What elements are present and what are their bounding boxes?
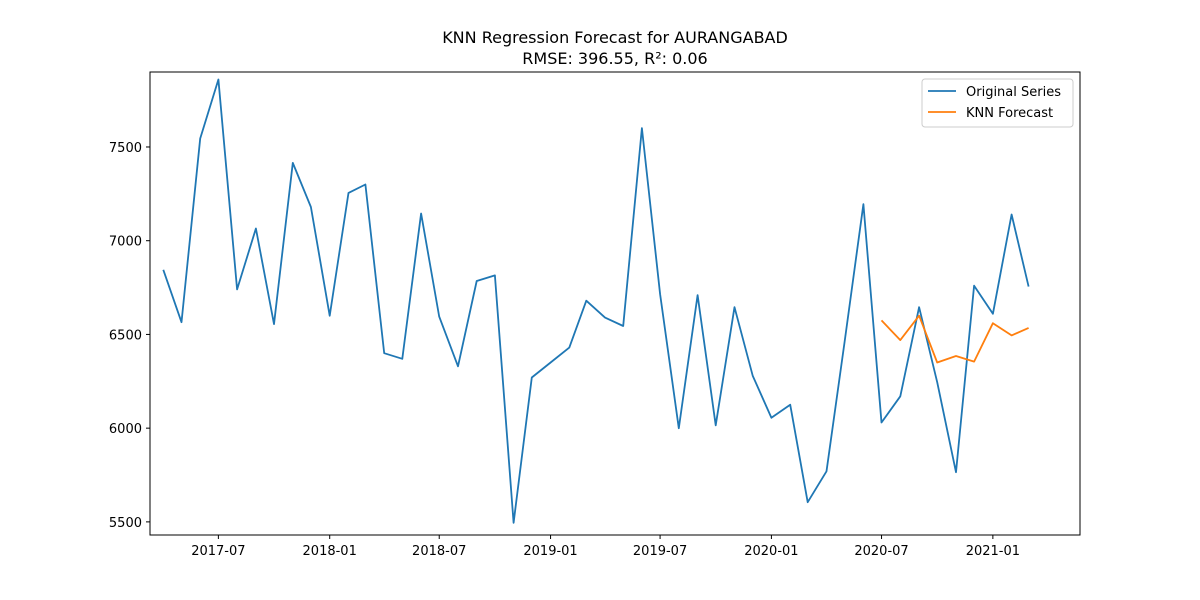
- x-axis: 2017-07 2018-01 2018-07 2019-01 2019-07 2020-…: [191, 535, 1020, 559]
- x-tick-label: 2017-07: [191, 544, 245, 559]
- x-tick-label: 2019-07: [633, 544, 687, 559]
- chart-title: KNN Regression Forecast for AURANGABAD: [442, 28, 788, 47]
- y-tick-label: 7500: [109, 141, 142, 156]
- series-line-original: [162, 78, 1030, 524]
- series-line-forecast: [880, 314, 1029, 364]
- plot-frame: [149, 71, 1081, 536]
- series-layer: [162, 78, 1030, 524]
- y-tick-label: 5500: [109, 516, 142, 531]
- x-tick-label: 2020-07: [854, 544, 908, 559]
- legend-box: [921, 78, 1074, 128]
- y-tick-label: 6500: [109, 328, 142, 343]
- x-tick-label: 2018-01: [303, 544, 357, 559]
- y-tick-label: 6000: [109, 422, 142, 437]
- x-tick-label: 2020-01: [744, 544, 798, 559]
- legend-label: Original Series: [966, 85, 1061, 100]
- y-axis: 5500 6000 6500 7000 7500: [109, 141, 150, 531]
- legend-label: KNN Forecast: [966, 106, 1053, 121]
- legend: Original Series KNN Forecast: [921, 78, 1074, 128]
- plot-area: [149, 71, 1081, 536]
- y-tick-label: 7000: [109, 235, 142, 250]
- x-tick-label: 2019-01: [523, 544, 577, 559]
- chart-subtitle: RMSE: 396.55, R²: 0.06: [522, 49, 707, 68]
- x-tick-label: 2018-07: [412, 544, 466, 559]
- x-tick-label: 2021-01: [966, 544, 1020, 559]
